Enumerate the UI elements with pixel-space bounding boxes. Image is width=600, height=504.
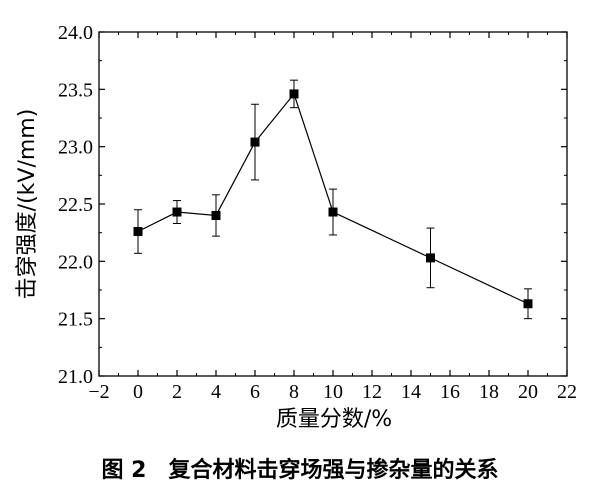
data-point: [250, 137, 260, 147]
x-tick-label: 4: [211, 381, 221, 403]
y-tick-label: 22.0: [58, 251, 93, 273]
figure-caption: 图 2 复合材料击穿场强与掺杂量的关系: [0, 452, 600, 484]
y-axis-label: 击穿强度/(kV/mm): [15, 109, 40, 300]
y-tick-label: 21.0: [58, 366, 93, 388]
y-tick-label: 21.5: [58, 309, 93, 331]
x-tick-label: 6: [250, 381, 260, 403]
x-tick-label: 16: [440, 381, 460, 403]
x-tick-label: 14: [401, 381, 421, 403]
axes: −2 0 2 4 6 8 10 12 14 16 18 20 22 21.0 21.5 22.0 22.5 23.…: [58, 22, 577, 403]
figure-label: 图 2: [101, 458, 147, 483]
x-tick-label: 10: [323, 381, 343, 403]
data-point: [133, 227, 143, 237]
breakdown-strength-chart: −2 0 2 4 6 8 10 12 14 16 18 20 22 21.0 21.5 22.0 22.5 23.…: [15, 22, 577, 432]
x-tick-label: 20: [518, 381, 538, 403]
data-point: [172, 207, 182, 217]
x-tick-label: 22: [557, 381, 577, 403]
y-tick-label: 23.5: [58, 79, 93, 101]
x-tick-label: 8: [289, 381, 299, 403]
x-tick-label: 18: [479, 381, 499, 403]
y-tick-label: 22.5: [58, 194, 93, 216]
x-tick-label: 0: [133, 381, 143, 403]
data-point: [328, 207, 338, 217]
data-point: [523, 299, 533, 309]
x-axis-label: 质量分数/%: [276, 407, 392, 432]
x-tick-label: 2: [172, 381, 182, 403]
y-tick-label: 24.0: [58, 22, 93, 44]
data-point: [289, 89, 299, 99]
data-point: [426, 253, 435, 263]
y-tick-label: 23.0: [58, 137, 93, 159]
data-marks: [133, 79, 533, 320]
caption-text: 复合材料击穿场强与掺杂量的关系: [168, 458, 499, 483]
series-line: [137, 92, 529, 305]
data-point: [211, 210, 221, 220]
x-tick-label: 12: [362, 381, 382, 403]
x-tick-label: −2: [88, 381, 109, 403]
